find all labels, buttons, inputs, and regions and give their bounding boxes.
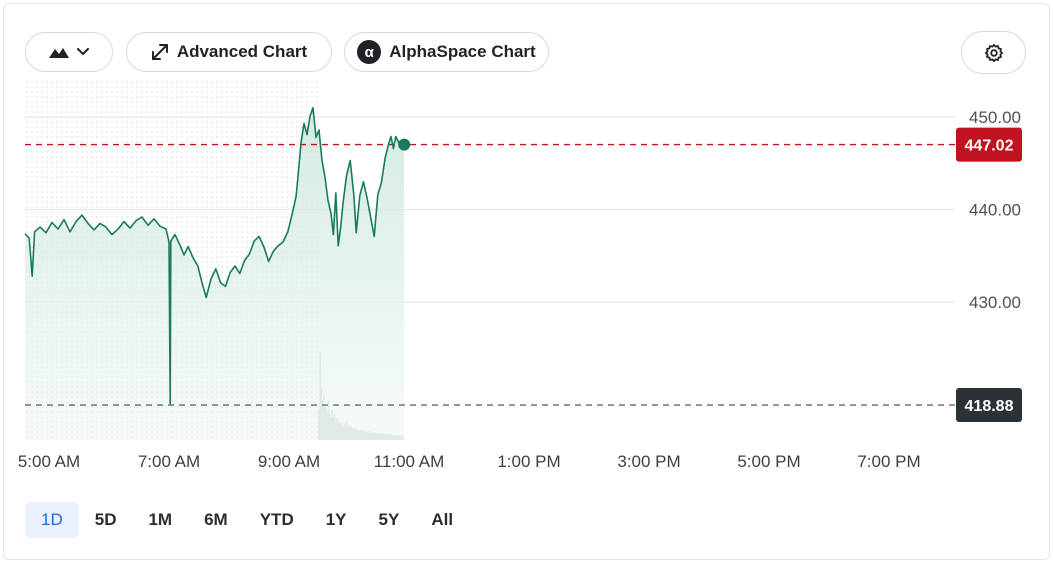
range-tab-1y[interactable]: 1Y — [325, 510, 347, 529]
x-tick-label: 7:00 PM — [857, 452, 920, 471]
x-tick-label: 1:00 PM — [497, 452, 560, 471]
x-tick-label: 3:00 PM — [617, 452, 680, 471]
advanced-chart-label: Advanced Chart — [176, 42, 308, 61]
current-price-badge: 447.02 — [956, 127, 1022, 162]
gear-icon — [984, 43, 1004, 63]
price-area-fill — [25, 107, 405, 441]
price-chart[interactable]: 450.00 440.00 430.00 5:00 AM 7:00 AM 9:00 AM… — [0, 0, 1053, 500]
alpha-icon: α — [357, 40, 382, 64]
range-tab-ytd[interactable]: YTD — [259, 510, 294, 529]
y-tick-label: 450.00 — [969, 108, 1021, 127]
price-line — [24, 107, 405, 405]
range-tab-1m[interactable]: 1M — [148, 510, 173, 529]
settings-button[interactable] — [961, 31, 1026, 74]
alphaspace-chart-label: AlphaSpace Chart — [389, 42, 536, 61]
range-tab-6m[interactable]: 6M — [204, 510, 228, 529]
x-tick-label: 5:00 AM — [18, 452, 80, 471]
previous-close-label: 418.88 — [965, 398, 1014, 415]
x-tick-label: 11:00 AM — [374, 452, 445, 471]
last-price-marker — [398, 138, 411, 151]
x-tick-label: 7:00 AM — [138, 452, 200, 471]
y-tick-label: 430.00 — [969, 293, 1021, 312]
current-price-label: 447.02 — [965, 138, 1014, 155]
range-selector: 1D 5D 1M 6M YTD 1Y 5Y All — [25, 502, 469, 538]
chevron-down-icon — [77, 48, 89, 56]
expand-arrows-icon — [151, 43, 169, 61]
range-tab-all[interactable]: All — [431, 510, 454, 529]
y-tick-label: 440.00 — [969, 201, 1021, 220]
x-tick-label: 9:00 AM — [258, 452, 320, 471]
alphaspace-chart-button[interactable]: α AlphaSpace Chart — [344, 32, 549, 72]
range-tab-5y[interactable]: 5Y — [378, 510, 400, 529]
range-tab-1d[interactable]: 1D — [25, 502, 79, 538]
previous-close-badge: 418.88 — [956, 388, 1022, 423]
range-tab-5d[interactable]: 5D — [94, 510, 117, 529]
advanced-chart-button[interactable]: Advanced Chart — [126, 32, 332, 72]
x-tick-label: 5:00 PM — [737, 452, 800, 471]
chart-type-dropdown[interactable] — [25, 32, 113, 72]
mountain-area-icon — [49, 46, 69, 58]
